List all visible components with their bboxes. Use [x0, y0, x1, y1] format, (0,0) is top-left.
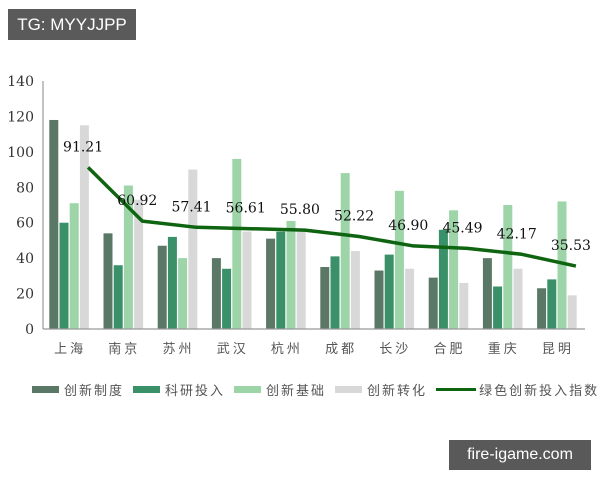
- bar: [266, 238, 276, 329]
- bar: [513, 268, 523, 329]
- x-category-label: 昆明: [542, 342, 574, 357]
- bar: [113, 265, 123, 329]
- data-label: 56.61: [226, 201, 266, 217]
- x-category-label: 成都: [325, 342, 357, 357]
- bar: [59, 222, 69, 329]
- data-label: 57.41: [171, 199, 211, 215]
- bar: [276, 231, 286, 329]
- bar: [49, 119, 59, 329]
- legend-label: 创新转化: [367, 383, 428, 399]
- bar: [188, 169, 198, 329]
- data-label: 46.90: [388, 218, 428, 234]
- legend-label: 创新制度: [64, 383, 125, 399]
- legend-item-innovation-transform: 创新转化: [335, 380, 427, 399]
- x-category-label: 长沙: [379, 342, 411, 357]
- watermark-top-left: TG: MYYJJPP: [8, 9, 136, 40]
- bar: [211, 258, 221, 329]
- bar: [482, 258, 492, 329]
- y-tick-label: 20: [16, 287, 34, 303]
- legend-swatch: [335, 385, 363, 393]
- y-tick-label: 40: [16, 251, 34, 267]
- bar: [557, 201, 567, 329]
- bar: [350, 251, 360, 329]
- bar: [286, 220, 296, 329]
- green-index-line: 91.21 60.92 57.41 56.61 55.80 52.22 46.90 45.49…: [63, 139, 591, 268]
- y-tick-label: 120: [7, 109, 34, 125]
- bar: [405, 268, 415, 329]
- bar: [394, 190, 404, 329]
- x-category-label: 南京: [108, 341, 140, 357]
- bar: [374, 270, 384, 329]
- bar: [503, 205, 513, 329]
- data-label: 60.92: [117, 193, 157, 209]
- legend-label: 绿色创新投入指数: [479, 383, 600, 399]
- x-category-label: 苏州: [162, 341, 194, 357]
- bar: [123, 185, 133, 329]
- bar: [340, 173, 350, 329]
- legend-label: 科研投入: [165, 383, 226, 399]
- index-line-path: [86, 166, 577, 268]
- bar: [157, 245, 167, 329]
- bar: [428, 277, 438, 329]
- x-category-label: 合肥: [433, 342, 465, 357]
- y-tick-label: 60: [16, 216, 34, 232]
- bar: [79, 125, 89, 330]
- bar: [242, 231, 252, 329]
- x-category-label: 杭州: [271, 342, 303, 357]
- x-category-label: 重庆: [488, 341, 520, 357]
- legend-line-swatch: [436, 387, 477, 391]
- bar: [222, 268, 232, 329]
- bar: [69, 203, 79, 329]
- x-category-label: 武汉: [217, 342, 249, 357]
- bar: [567, 295, 577, 329]
- y-tick-label: 0: [25, 322, 34, 338]
- bar: [330, 256, 340, 329]
- legend-item-innovation-base: 创新基础: [234, 380, 326, 399]
- bar: [167, 236, 177, 329]
- chart-legend: 创新制度 科研投入 创新基础 创新转化 绿色创新投入指数: [32, 379, 600, 399]
- bar: [320, 267, 330, 329]
- data-label: 52.22: [334, 208, 374, 224]
- legend-swatch: [32, 385, 59, 393]
- legend-item-rd-input: 科研投入: [133, 380, 225, 399]
- y-axis: 0 20 40 60 80 100 120 140: [7, 74, 44, 338]
- bar: [384, 254, 394, 329]
- data-label: 91.21: [63, 139, 103, 155]
- bar-series-group: [49, 119, 577, 330]
- bar: [134, 199, 144, 329]
- y-tick-label: 80: [16, 180, 34, 196]
- bar: [547, 279, 557, 329]
- data-label: 45.49: [442, 220, 482, 236]
- legend-item-innovation-system: 创新制度: [32, 380, 124, 399]
- legend-item-green-index: 绿色创新投入指数: [436, 380, 599, 399]
- data-label: 42.17: [497, 226, 537, 242]
- bar: [537, 288, 547, 329]
- data-label: 55.80: [280, 202, 320, 218]
- y-tick-label: 140: [7, 74, 34, 90]
- y-tick-label: 100: [7, 145, 34, 161]
- x-category-label: 上海: [54, 342, 86, 357]
- legend-label: 创新基础: [266, 383, 327, 399]
- legend-swatch: [133, 385, 161, 393]
- bar: [178, 258, 188, 329]
- data-label: 35.53: [551, 238, 591, 254]
- bar: [296, 229, 306, 329]
- legend-swatch: [234, 385, 262, 393]
- bar: [493, 286, 503, 329]
- bar: [449, 210, 459, 329]
- bar: [438, 229, 448, 329]
- bar: [232, 158, 242, 329]
- bar: [103, 233, 113, 329]
- watermark-bottom-right: fire-igame.com: [449, 440, 591, 470]
- x-axis: 上海 南京 苏州 武汉 杭州 成都 长沙 合肥 重庆 昆明: [43, 328, 585, 357]
- bar: [459, 282, 469, 329]
